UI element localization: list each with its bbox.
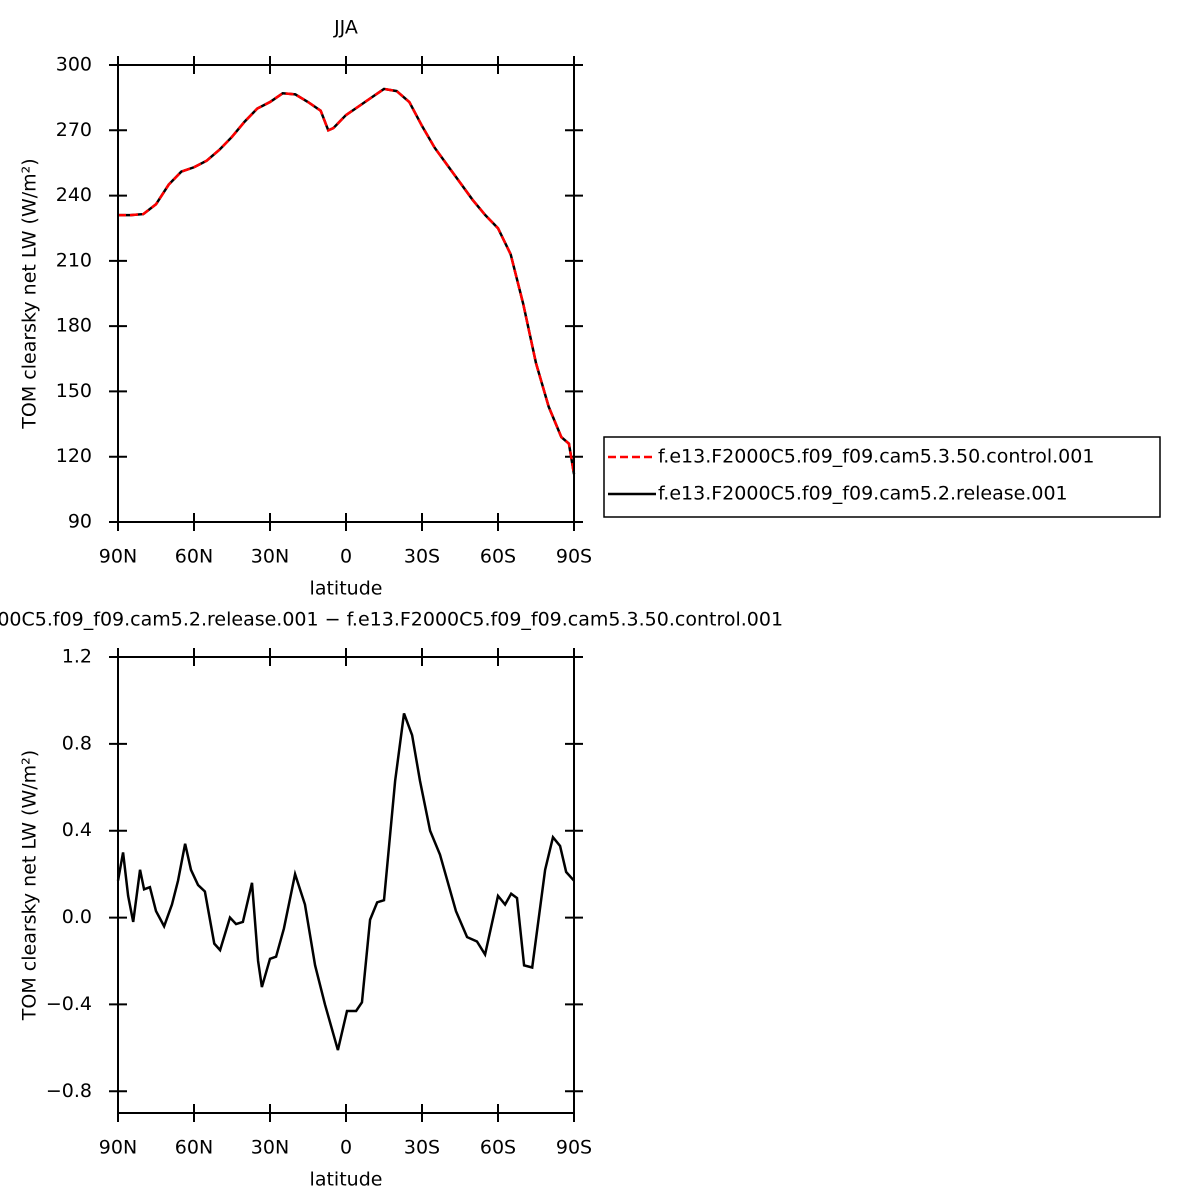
- x-tick-label: 90S: [556, 546, 592, 568]
- x-tick-label: 30S: [404, 1137, 440, 1159]
- x-tick-label: 90S: [556, 1137, 592, 1159]
- y-tick-label: −0.8: [46, 1080, 92, 1102]
- x-tick-label: 90N: [99, 1137, 137, 1159]
- y-tick-label: 210: [56, 249, 92, 271]
- x-tick-label: 60S: [480, 546, 516, 568]
- data-line: [118, 87, 576, 475]
- x-tick-label: 30N: [251, 1137, 289, 1159]
- x-tick-label: 0: [340, 1137, 352, 1159]
- y-axis-label: TOM clearsky net LW (W/m²): [19, 158, 41, 429]
- y-tick-label: 300: [56, 54, 92, 76]
- legend-box: [603, 436, 1161, 518]
- x-tick-label: 60S: [480, 1137, 516, 1159]
- y-tick-label: 270: [56, 119, 92, 141]
- x-tick-label: 90N: [99, 546, 137, 568]
- legend-label: f.e13.F2000C5.f09_f09.cam5.3.50.control.…: [658, 446, 1094, 468]
- plot-frame: [117, 656, 575, 1114]
- x-axis-label: latitude: [310, 578, 383, 600]
- x-tick-label: 60N: [175, 546, 213, 568]
- y-tick-label: 150: [56, 380, 92, 402]
- y-tick-label: 180: [56, 315, 92, 337]
- y-tick-label: 1.2: [62, 646, 92, 668]
- x-tick-label: 30N: [251, 546, 289, 568]
- y-tick-label: 240: [56, 184, 92, 206]
- y-axis-label: TOM clearsky net LW (W/m²): [19, 750, 41, 1021]
- y-tick-label: 90: [68, 511, 92, 533]
- x-tick-label: 60N: [175, 1137, 213, 1159]
- data-line: [118, 87, 576, 475]
- y-tick-label: 0.0: [62, 906, 92, 928]
- y-tick-label: 0.8: [62, 732, 92, 754]
- x-tick-label: 30S: [404, 546, 440, 568]
- x-axis-label: latitude: [310, 1169, 383, 1191]
- plot-frame: [117, 64, 575, 523]
- legend-label: f.e13.F2000C5.f09_f09.cam5.2.release.001: [658, 483, 1068, 505]
- data-line: [116, 713, 575, 1051]
- y-tick-label: 0.4: [62, 819, 92, 841]
- y-tick-label: 120: [56, 445, 92, 467]
- chart-title: JJA: [333, 17, 358, 39]
- y-tick-label: −0.4: [46, 993, 92, 1015]
- chart-title: f.e13.F2000C5.f09_f09.cam5.2.release.001…: [0, 609, 783, 631]
- x-tick-label: 0: [340, 546, 352, 568]
